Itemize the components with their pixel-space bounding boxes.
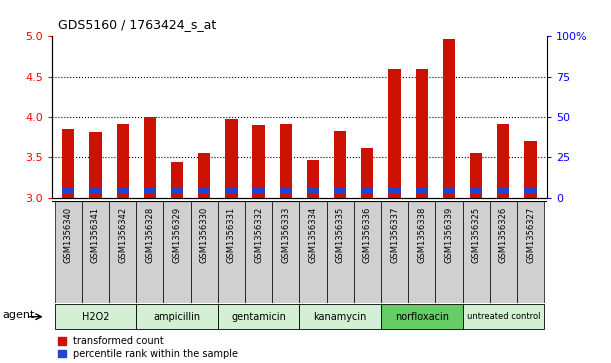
Bar	[490, 201, 517, 303]
Bar	[62, 187, 75, 194]
Bar	[218, 201, 245, 303]
Bar	[171, 187, 183, 194]
Bar	[89, 132, 101, 198]
Text: GDS5160 / 1763424_s_at: GDS5160 / 1763424_s_at	[58, 18, 216, 31]
Bar	[307, 160, 319, 198]
Text: GSM1356333: GSM1356333	[281, 207, 290, 263]
Bar	[198, 154, 210, 198]
Bar	[280, 187, 292, 194]
Text: GSM1356339: GSM1356339	[444, 207, 453, 263]
Bar	[163, 201, 191, 303]
Text: GSM1356326: GSM1356326	[499, 207, 508, 263]
Bar	[252, 125, 265, 198]
Bar	[54, 305, 136, 329]
Bar	[497, 187, 510, 194]
Text: GSM1356338: GSM1356338	[417, 207, 426, 263]
Bar	[198, 187, 210, 194]
Bar	[381, 305, 463, 329]
Bar	[470, 152, 482, 198]
Text: GSM1356336: GSM1356336	[363, 207, 372, 263]
Bar	[463, 305, 544, 329]
Bar	[89, 187, 101, 194]
Bar	[443, 39, 455, 198]
Text: GSM1356340: GSM1356340	[64, 207, 73, 263]
Bar	[381, 201, 408, 303]
Bar	[389, 69, 401, 198]
Bar	[272, 201, 299, 303]
Bar	[334, 187, 346, 194]
Text: GSM1356329: GSM1356329	[172, 207, 181, 263]
Bar	[415, 187, 428, 194]
Bar	[171, 162, 183, 198]
Text: norfloxacin: norfloxacin	[395, 312, 448, 322]
Text: agent: agent	[2, 310, 35, 321]
Bar	[144, 117, 156, 198]
Text: H2O2: H2O2	[82, 312, 109, 322]
Text: GSM1356325: GSM1356325	[472, 207, 481, 263]
Bar	[144, 187, 156, 194]
Bar	[463, 201, 490, 303]
Bar	[497, 123, 510, 198]
Bar	[136, 201, 163, 303]
Text: GSM1356337: GSM1356337	[390, 207, 399, 263]
Text: kanamycin: kanamycin	[313, 312, 367, 322]
Bar	[443, 187, 455, 194]
Text: GSM1356332: GSM1356332	[254, 207, 263, 263]
Bar	[218, 305, 299, 329]
Bar	[225, 119, 238, 198]
Text: GSM1356330: GSM1356330	[200, 207, 209, 263]
Bar	[408, 201, 436, 303]
Bar	[117, 123, 129, 198]
Text: GSM1356331: GSM1356331	[227, 207, 236, 263]
Legend: transformed count, percentile rank within the sample: transformed count, percentile rank withi…	[54, 332, 242, 363]
Bar	[252, 187, 265, 194]
Bar	[62, 129, 75, 198]
Bar	[524, 187, 536, 194]
Bar	[191, 201, 218, 303]
Bar	[361, 187, 373, 194]
Bar	[389, 187, 401, 194]
Text: GSM1356341: GSM1356341	[91, 207, 100, 263]
Text: GSM1356342: GSM1356342	[118, 207, 127, 263]
Bar	[245, 201, 272, 303]
Bar	[109, 201, 136, 303]
Bar	[524, 141, 536, 198]
Text: GSM1356334: GSM1356334	[309, 207, 318, 263]
Text: ampicillin: ampicillin	[153, 312, 200, 322]
Bar	[280, 123, 292, 198]
Bar	[54, 201, 82, 303]
Bar	[436, 201, 463, 303]
Text: untreated control: untreated control	[467, 312, 540, 321]
Bar	[517, 201, 544, 303]
Bar	[136, 305, 218, 329]
Text: gentamicin: gentamicin	[231, 312, 286, 322]
Bar	[117, 187, 129, 194]
Bar	[299, 201, 327, 303]
Bar	[82, 201, 109, 303]
Text: GSM1356327: GSM1356327	[526, 207, 535, 263]
Bar	[415, 69, 428, 198]
Bar	[327, 201, 354, 303]
Bar	[307, 187, 319, 194]
Text: GSM1356335: GSM1356335	[335, 207, 345, 263]
Bar	[354, 201, 381, 303]
Bar	[361, 148, 373, 198]
Bar	[334, 131, 346, 198]
Bar	[299, 305, 381, 329]
Text: GSM1356328: GSM1356328	[145, 207, 155, 263]
Bar	[225, 187, 238, 194]
Bar	[470, 187, 482, 194]
